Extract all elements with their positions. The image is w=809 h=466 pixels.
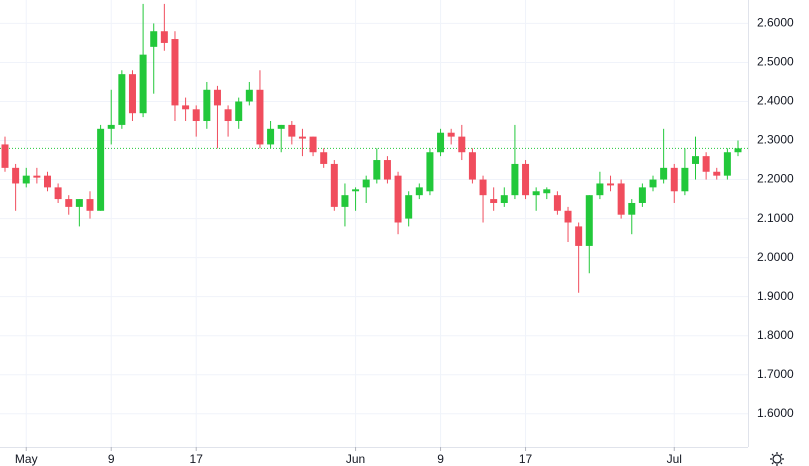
candle-body — [713, 171, 721, 176]
candle-body — [107, 124, 115, 129]
candle-body — [1, 144, 9, 168]
candle-body — [426, 152, 434, 192]
candle-body — [171, 39, 179, 106]
candles — [1, 3, 742, 293]
x-tick-label: 9 — [437, 452, 444, 466]
y-tick-label: 2.1000 — [757, 211, 794, 225]
candle-body — [692, 156, 700, 164]
candle-body — [12, 167, 20, 184]
y-tick-label: 2.6000 — [757, 16, 794, 30]
candle-body — [468, 152, 476, 180]
candle-body — [75, 199, 83, 207]
candle-body — [352, 189, 360, 192]
candle-body — [447, 132, 455, 137]
candle-body — [256, 89, 264, 145]
candle-body — [298, 136, 306, 139]
candle-body — [405, 195, 413, 219]
candle-body — [394, 175, 402, 223]
candle-body — [160, 31, 168, 43]
candle-body — [97, 128, 105, 211]
candle-body — [734, 148, 742, 153]
candle-body — [33, 175, 41, 178]
candle-body — [617, 183, 625, 215]
x-tick-label: 17 — [519, 452, 533, 466]
candle-body — [309, 136, 317, 153]
candle-body — [585, 195, 593, 246]
candle-body — [267, 128, 275, 145]
candle-body — [415, 187, 423, 196]
candle-body — [628, 202, 636, 215]
candle-body — [479, 179, 487, 196]
candle-body — [458, 136, 466, 153]
candle-body — [670, 167, 678, 192]
x-tick-label: 9 — [108, 452, 115, 466]
x-tick-label: 17 — [190, 452, 204, 466]
candle-body — [86, 199, 94, 211]
candle-body — [213, 89, 221, 106]
candle-body — [638, 187, 646, 203]
candle-body — [564, 210, 572, 223]
candle-body — [139, 54, 147, 114]
candle-body — [182, 105, 190, 110]
y-tick-label: 2.5000 — [757, 55, 794, 69]
candle-body — [192, 109, 200, 122]
candle-body — [553, 195, 561, 211]
y-tick-label: 2.4000 — [757, 94, 794, 108]
candle-body — [723, 152, 731, 176]
candle-body — [681, 167, 689, 192]
candle-body — [383, 160, 391, 180]
candle-body — [330, 163, 338, 207]
candle-body — [660, 167, 668, 180]
x-tick-label: Jun — [346, 452, 365, 466]
candle-body — [437, 132, 445, 153]
candle-body — [490, 199, 498, 203]
candle-body — [373, 160, 381, 180]
candle-body — [702, 156, 710, 172]
candle-body — [65, 199, 73, 207]
candle-body — [320, 152, 328, 164]
candle-body — [607, 183, 615, 186]
candle-body — [522, 163, 530, 196]
candle-body — [118, 74, 126, 125]
settings-icon[interactable] — [770, 452, 784, 466]
settings-icon-spokes — [770, 452, 784, 466]
candle-body — [22, 175, 30, 184]
candle-body — [596, 183, 604, 196]
candle-body — [543, 189, 551, 194]
candle-body — [341, 195, 349, 207]
x-tick-label: May — [15, 452, 38, 466]
candle-body — [128, 74, 136, 114]
candle-body — [54, 187, 62, 200]
y-tick-label: 2.2000 — [757, 172, 794, 186]
y-tick-label: 1.8000 — [757, 328, 794, 342]
candle-body — [511, 163, 519, 196]
candle-body — [224, 109, 232, 122]
candle-body — [43, 175, 51, 188]
grid — [0, 0, 748, 447]
y-tick-label: 1.7000 — [757, 367, 794, 381]
y-tick-label: 1.9000 — [757, 289, 794, 303]
candle-body — [288, 124, 296, 137]
candle-body — [150, 31, 158, 47]
y-tick-label: 2.0000 — [757, 250, 794, 264]
y-tick-label: 2.3000 — [757, 133, 794, 147]
candle-body — [649, 179, 657, 188]
y-tick-label: 1.6000 — [757, 406, 794, 420]
candle-body — [245, 89, 253, 102]
candle-body — [235, 101, 243, 122]
candle-body — [362, 179, 370, 188]
candle-body — [532, 191, 540, 196]
candle-body — [277, 124, 285, 129]
settings-icon-ring — [772, 454, 782, 464]
candle-body — [203, 89, 211, 122]
x-tick-label: Jul — [667, 452, 682, 466]
candle-body — [500, 195, 508, 203]
candle-body — [575, 226, 583, 246]
